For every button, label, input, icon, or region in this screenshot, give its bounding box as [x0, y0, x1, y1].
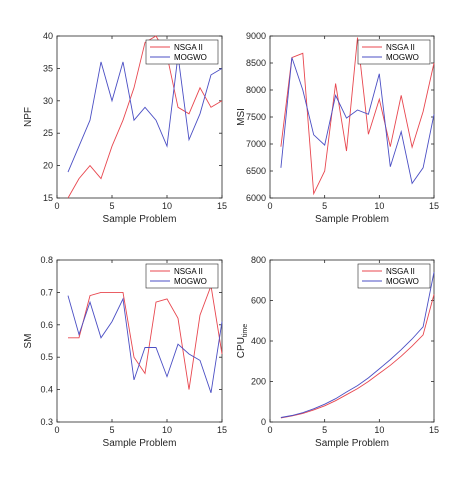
chart-panel-cpu: 0 5 10 15 0 200 400 600 800 Sample Problem CPUtime…: [236, 255, 439, 449]
x-tick-label: 5: [322, 201, 327, 211]
y-tick-label: 40: [43, 31, 53, 41]
y-tick-label: 600: [251, 296, 266, 306]
x-tick-label: 10: [374, 425, 384, 435]
legend-label: NSGA II: [174, 43, 203, 52]
y-tick-label: 8500: [246, 58, 266, 68]
y-axis-label-main: NPF: [23, 107, 34, 127]
y-tick-label: 0: [261, 417, 266, 427]
legend-label: NSGA II: [386, 267, 415, 276]
legend-box: [357, 263, 431, 289]
chart-panel-sm: 0 5 10 15 0.3 0.4 0.5 0.6 0.7 0.8 Sample Problem SM…: [23, 255, 227, 449]
y-tick-label: 0.6: [40, 320, 53, 330]
legend-label: MOGWO: [386, 277, 419, 286]
y-tick-label: 200: [251, 377, 266, 387]
x-tick-label: 10: [374, 201, 384, 211]
x-tick-label: 10: [162, 425, 172, 435]
x-tick-label: 5: [322, 425, 327, 435]
y-axis-label: MSI: [236, 108, 247, 126]
x-axis-label: Sample Problem: [103, 438, 177, 449]
series-line-mogwo: [280, 272, 435, 418]
legend-label: NSGA II: [174, 267, 203, 276]
y-axis-label: SM: [23, 334, 34, 349]
y-tick-label: 0.8: [40, 255, 53, 265]
x-axis-label: Sample Problem: [315, 214, 389, 225]
y-tick-label: 0.3: [40, 417, 53, 427]
y-tick-label: 8000: [246, 85, 266, 95]
x-tick-label: 0: [267, 425, 272, 435]
x-tick-label: 15: [429, 425, 439, 435]
x-tick-label: 15: [217, 425, 227, 435]
y-tick-label: 35: [43, 63, 53, 73]
y-tick-label: 6500: [246, 166, 266, 176]
x-tick-label: 0: [267, 201, 272, 211]
series-line-nsga-ii: [67, 35, 223, 199]
y-tick-label: 0.4: [40, 385, 53, 395]
series-line-nsga-ii: [280, 37, 435, 196]
series-line-mogwo: [67, 55, 223, 173]
x-tick-label: 10: [162, 201, 172, 211]
y-axis-label-main: SM: [23, 334, 34, 349]
y-tick-label: 7500: [246, 112, 266, 122]
y-axis-label-main: MSI: [236, 108, 247, 126]
x-axis-label: Sample Problem: [315, 438, 389, 449]
y-axis-label: NPF: [23, 107, 34, 127]
y-tick-label: 25: [43, 128, 53, 138]
y-tick-label: 15: [43, 193, 53, 203]
series-line-mogwo: [280, 57, 435, 185]
x-axis-label: Sample Problem: [103, 214, 177, 225]
y-tick-label: 6000: [246, 193, 266, 203]
legend-label: MOGWO: [174, 53, 207, 62]
series-line-nsga-ii: [280, 294, 435, 419]
y-axis-label-subscript: time: [242, 324, 249, 337]
y-tick-label: 20: [43, 161, 53, 171]
y-tick-label: 30: [43, 96, 53, 106]
x-tick-label: 0: [54, 425, 59, 435]
y-tick-label: 9000: [246, 31, 266, 41]
y-tick-label: 0.5: [40, 352, 53, 362]
y-axis-label-main: CPU: [236, 337, 247, 358]
y-tick-label: 400: [251, 336, 266, 346]
legend-label: MOGWO: [386, 53, 419, 62]
y-tick-label: 800: [251, 255, 266, 265]
legend-box: [145, 39, 219, 65]
series-line-mogwo: [67, 295, 223, 393]
x-tick-label: 15: [429, 201, 439, 211]
legend-box: [145, 263, 219, 289]
legend-label: NSGA II: [386, 43, 415, 52]
chart-panel-msi: 0 5 10 15 6000 6500 7000 7500 8000 8500 9000 Sample…: [236, 31, 439, 225]
x-tick-label: 0: [54, 201, 59, 211]
y-tick-label: 0.7: [40, 287, 53, 297]
legend-label: MOGWO: [174, 277, 207, 286]
chart-panel-npf: 0 5 10 15 15 20 25 30 35 40 Sample Problem NPF NSGA …: [23, 31, 227, 225]
legend-box: [357, 39, 431, 65]
x-tick-label: 5: [109, 201, 114, 211]
x-tick-label: 15: [217, 201, 227, 211]
x-tick-label: 5: [109, 425, 114, 435]
y-axis-label: CPUtime: [236, 324, 249, 358]
y-tick-label: 7000: [246, 139, 266, 149]
series-line-nsga-ii: [68, 284, 223, 390]
